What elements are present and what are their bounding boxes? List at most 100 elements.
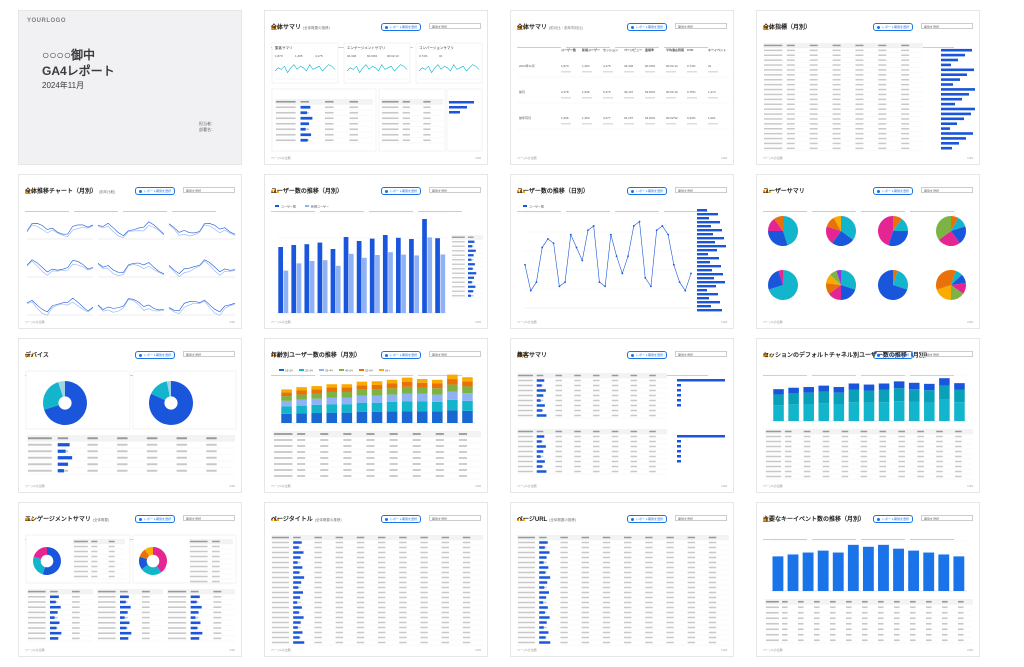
filter-control[interactable]	[910, 372, 954, 376]
filter-control[interactable]	[861, 208, 905, 212]
filter-control[interactable]	[320, 208, 364, 212]
slide-page-title[interactable]: ページタイトル (全体概要の推移) レポート期間を選択 期間を選択 ページ1の出典 1/1…	[264, 502, 488, 657]
slide-summary-table[interactable]: 全体サマリ (前月比・前年同月比) レポート期間を選択 期間を選択 ページ1の出典 1/1…	[510, 10, 734, 165]
table-cell	[917, 455, 924, 458]
account-selector-button[interactable]: レポート期間を選択	[626, 23, 667, 31]
period-select[interactable]: 期間を選択	[183, 187, 235, 193]
table-cell	[901, 44, 910, 47]
account-selector-button[interactable]: レポート期間を選択	[626, 187, 667, 195]
period-select[interactable]: 期間を選択	[921, 23, 973, 29]
filter-control[interactable]	[271, 208, 315, 212]
filter-control[interactable]	[418, 208, 462, 212]
filter-control[interactable]	[566, 208, 610, 212]
account-selector-button[interactable]: レポート期間を選択	[380, 351, 421, 359]
table-cell	[841, 470, 849, 473]
slide-key-events[interactable]: 主要なキーイベント数の推移（月別） レポート期間を選択 期間を選択 ページ1の出典 1/…	[756, 502, 980, 657]
slide-overall-metrics[interactable]: 全体指標（月別） レポート期間を選択 期間を選択 ページ1の出典 1/16	[756, 10, 980, 165]
account-selector-button[interactable]: レポート期間を選択	[380, 187, 421, 195]
table-cell	[349, 106, 359, 109]
filter-control[interactable]	[664, 372, 708, 376]
period-select[interactable]: 期間を選択	[921, 187, 973, 193]
account-selector-button[interactable]: レポート期間を選択	[626, 351, 667, 359]
period-select[interactable]: 期間を選択	[921, 515, 973, 521]
slide-age-monthly[interactable]: 年齢別ユーザー数の推移（月別） レポート期間を選択 期間を選択 ページ1の出典 1/16…	[264, 338, 488, 493]
filter-control[interactable]	[615, 208, 659, 212]
table-cell	[822, 440, 830, 443]
filter-control[interactable]	[418, 372, 462, 376]
filter-control[interactable]	[566, 44, 610, 48]
table-cell	[412, 475, 421, 477]
filter-control[interactable]	[910, 208, 954, 212]
filter-control[interactable]	[615, 44, 659, 48]
filter-control[interactable]	[861, 372, 905, 376]
account-selector-button[interactable]: レポート期間を選択	[872, 351, 913, 359]
period-select[interactable]: 期間を選択	[429, 23, 481, 29]
slide-trend-charts[interactable]: 全体推移チャート（月別） (前年比較) レポート期間を選択 期間を選択 ページ1の出典 1…	[18, 174, 242, 329]
table-cell	[593, 394, 600, 397]
slide-user-summary[interactable]: ユーザーサマリ レポート期間を選択 期間を選択 ページ1の出典 1/16	[756, 174, 980, 329]
filter-control[interactable]	[320, 372, 364, 376]
slide-engagement[interactable]: エンゲージメントサマリ (全体概要) レポート期間を選択 期間を選択 ページ1の出典 1/…	[18, 502, 242, 657]
period-select[interactable]: 期間を選択	[675, 515, 727, 521]
slide-users-daily[interactable]: ユーザー数の推移（日別） レポート期間を選択 期間を選択 ページ1の出典 1/16 ユーザ…	[510, 174, 734, 329]
filter-control[interactable]	[812, 536, 856, 540]
account-selector-button[interactable]: レポート期間を選択	[872, 515, 913, 523]
filter-control[interactable]	[812, 372, 856, 376]
filter-control[interactable]	[910, 44, 954, 48]
account-selector-button[interactable]: レポート期間を選択	[380, 23, 421, 31]
slide-page-url[interactable]: ページURL (全体概要の推移) レポート期間を選択 期間を選択 ページ1の出典 1/16	[510, 502, 734, 657]
account-selector-button[interactable]: レポート期間を選択	[626, 515, 667, 523]
table-cell	[462, 636, 471, 639]
table-cell	[624, 616, 632, 619]
filter-control[interactable]	[763, 372, 807, 376]
account-selector-button[interactable]: レポート期間を選択	[872, 23, 913, 31]
filter-control[interactable]	[664, 44, 708, 48]
table-cell	[435, 451, 444, 453]
filter-control[interactable]	[763, 208, 807, 212]
filter-control[interactable]	[517, 208, 561, 212]
period-select[interactable]: 期間を選択	[675, 23, 727, 29]
slide-device[interactable]: デバイス レポート期間を選択 期間を選択 ページ1の出典 1/16	[18, 338, 242, 493]
period-select[interactable]: 期間を選択	[429, 187, 481, 193]
filter-control[interactable]	[910, 536, 954, 540]
filter-control[interactable]	[172, 208, 216, 212]
filter-control[interactable]	[664, 208, 708, 212]
table-cell	[846, 622, 852, 625]
account-selector-button[interactable]: レポート期間を選択	[134, 515, 175, 523]
account-selector-button[interactable]: レポート期間を選択	[134, 351, 175, 359]
period-select[interactable]: 期間を選択	[675, 351, 727, 357]
filter-control[interactable]	[123, 208, 167, 212]
filter-control[interactable]	[369, 372, 413, 376]
account-selector-button[interactable]: レポート期間を選択	[872, 187, 913, 195]
filter-control[interactable]	[25, 208, 69, 212]
account-selector-button[interactable]: レポート期間を選択	[380, 515, 421, 523]
period-select[interactable]: 期間を選択	[921, 351, 973, 357]
slide-users-monthly[interactable]: ユーザー数の推移（月別） レポート期間を選択 期間を選択 ページ1の出典 1/16 ユーザ…	[264, 174, 488, 329]
period-select[interactable]: 期間を選択	[675, 187, 727, 193]
table-cell	[28, 622, 46, 624]
slide-cover[interactable]: YOURLOGO ○○○○御中 GA4レポート 2024年11月 担当者： 部署…	[18, 10, 242, 165]
table-bar	[536, 384, 542, 387]
page-number: 1/16	[721, 484, 727, 488]
slide-channel-monthly[interactable]: セッションのデフォルトチャネル別ユーザー数の推移（月別） レポート期間を選択 期間を…	[756, 338, 980, 493]
filter-control[interactable]	[763, 536, 807, 540]
account-selector-button[interactable]: レポート期間を選択	[134, 187, 175, 195]
table-cell	[581, 611, 590, 614]
table-cell	[958, 633, 964, 636]
period-select[interactable]: 期間を選択	[429, 351, 481, 357]
filter-control[interactable]	[517, 44, 561, 48]
table-cell: 59.84%	[645, 90, 656, 94]
table-cell	[708, 571, 717, 574]
filter-control[interactable]	[369, 208, 413, 212]
period-select[interactable]: 期間を選択	[429, 515, 481, 521]
filter-control[interactable]	[812, 208, 856, 212]
filter-control[interactable]	[271, 372, 315, 376]
filter-control[interactable]	[861, 536, 905, 540]
period-select[interactable]: 期間を選択	[183, 515, 235, 521]
period-select[interactable]: 期間を選択	[183, 351, 235, 357]
filter-control[interactable]	[320, 44, 364, 48]
slide-acquisition[interactable]: 集客サマリ レポート期間を選択 期間を選択 ページ1の出典 1/16	[510, 338, 734, 493]
table-cell	[276, 100, 296, 103]
slide-summary[interactable]: 全体サマリ (全体概要の推移) レポート期間を選択 期間を選択 ページ1の出典 1/16 集…	[264, 10, 488, 165]
filter-control[interactable]	[74, 208, 118, 212]
